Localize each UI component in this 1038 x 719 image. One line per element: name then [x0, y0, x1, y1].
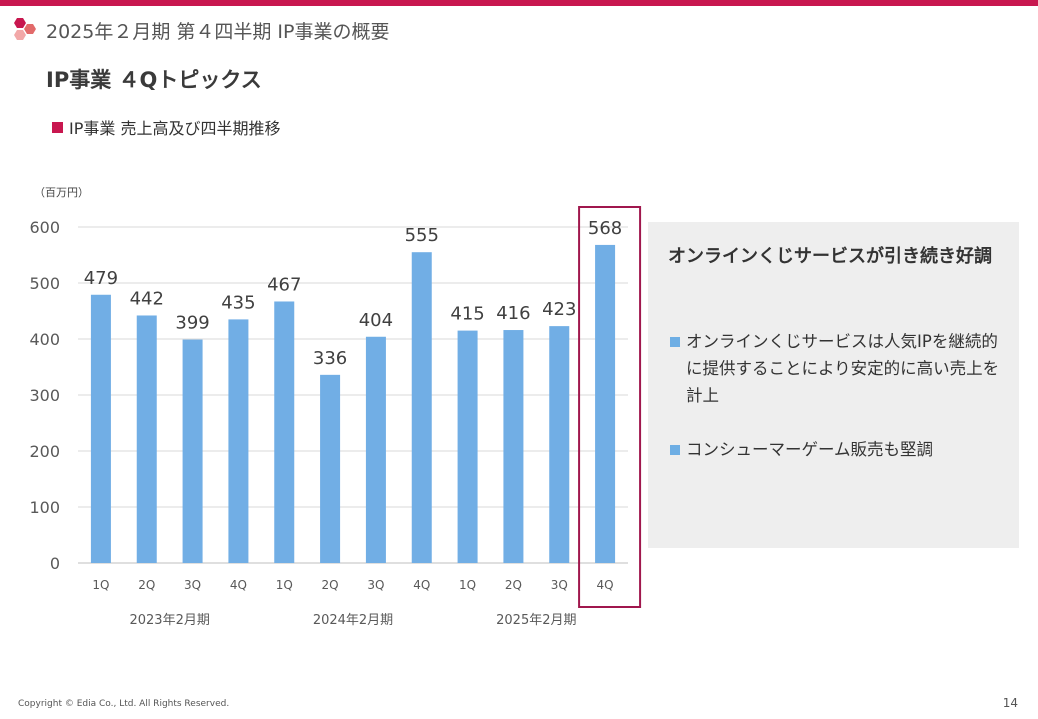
- data-label: 423: [542, 299, 576, 320]
- data-label: 404: [359, 310, 393, 331]
- data-label: 336: [313, 348, 347, 369]
- slide-title: IP事業 ４Qトピックス: [46, 68, 262, 92]
- bar: [595, 244, 616, 564]
- x-group-label: 2024年2月期: [313, 613, 393, 628]
- highlight-box: [578, 206, 642, 608]
- x-tick-label: 3Q: [367, 578, 384, 592]
- topics-panel: オンラインくじサービスが引き続き好調 オンラインくじサービスは人気IPを継続的に…: [648, 222, 1019, 548]
- bar: [228, 319, 249, 563]
- x-tick-label: 1Q: [459, 578, 476, 592]
- panel-heading: オンラインくじサービスが引き続き好調: [668, 246, 992, 267]
- page-number: 14: [1002, 696, 1018, 710]
- bar: [182, 339, 203, 563]
- bar: [549, 326, 570, 563]
- y-tick-label: 300: [29, 386, 60, 405]
- x-group-label: 2023年2月期: [129, 613, 209, 628]
- data-label: 435: [221, 292, 255, 313]
- data-label: 442: [130, 288, 164, 309]
- y-tick-label: 600: [29, 218, 60, 237]
- x-group-label: 2025年2月期: [496, 613, 576, 628]
- y-tick-label: 200: [29, 442, 60, 461]
- x-tick-label: 4Q: [597, 578, 614, 592]
- bar: [90, 294, 111, 563]
- x-tick-label: 4Q: [413, 578, 430, 592]
- x-tick-label: 2Q: [138, 578, 155, 592]
- data-label: 479: [84, 268, 118, 289]
- data-label: 399: [175, 313, 209, 334]
- bar: [503, 330, 524, 563]
- x-tick-label: 3Q: [551, 578, 568, 592]
- y-tick-label: 100: [29, 498, 60, 517]
- chart-subtitle: IP事業 売上高及び四半期推移: [52, 115, 280, 139]
- top-accent-bar: [0, 0, 1038, 6]
- company-logo-icon: [14, 18, 36, 40]
- data-label: 568: [588, 218, 622, 239]
- bullet-marker-icon: [670, 337, 680, 347]
- y-tick-label: 400: [29, 330, 60, 349]
- x-tick-label: 2Q: [505, 578, 522, 592]
- bullet-marker-icon: [670, 445, 680, 455]
- data-label: 416: [496, 303, 530, 324]
- data-label: 555: [405, 225, 439, 246]
- panel-bullet: コンシューマーゲーム販売も堅調: [670, 436, 1006, 463]
- bar-chart: 0 100 200 300 400 500 600 479 1Q 442 2Q 399 3Q 435 4Q 4…: [29, 206, 642, 628]
- bar: [457, 330, 478, 563]
- panel-bullet-text: コンシューマーゲーム販売も堅調: [686, 440, 934, 459]
- bar: [274, 301, 295, 563]
- copyright-text: Copyright © Edia Co., Ltd. All Rights Re…: [18, 699, 230, 709]
- bar: [365, 336, 386, 563]
- panel-bullet: オンラインくじサービスは人気IPを継続的に提供することにより安定的に高い売上を計…: [670, 328, 1006, 409]
- x-tick-label: 3Q: [184, 578, 201, 592]
- chart-unit-label: （百万円）: [34, 186, 89, 199]
- panel-bullet-text: オンラインくじサービスは人気IPを継続的に提供することにより安定的に高い売上を計…: [686, 332, 1000, 405]
- data-label: 467: [267, 274, 301, 295]
- x-tick-label: 1Q: [276, 578, 293, 592]
- y-tick-label: 500: [29, 274, 60, 293]
- x-tick-label: 4Q: [230, 578, 247, 592]
- y-tick-label: 0: [50, 554, 60, 573]
- x-tick-label: 2Q: [322, 578, 339, 592]
- data-label: 415: [450, 304, 484, 325]
- x-tick-label: 1Q: [92, 578, 109, 592]
- chart-subtitle-text: IP事業 売上高及び四半期推移: [69, 119, 281, 138]
- bar: [411, 252, 432, 563]
- subtitle-marker-icon: [52, 121, 63, 133]
- section-title: 2025年２月期 第４四半期 IP事業の概要: [46, 21, 390, 43]
- bar: [320, 374, 341, 563]
- bar: [136, 315, 157, 563]
